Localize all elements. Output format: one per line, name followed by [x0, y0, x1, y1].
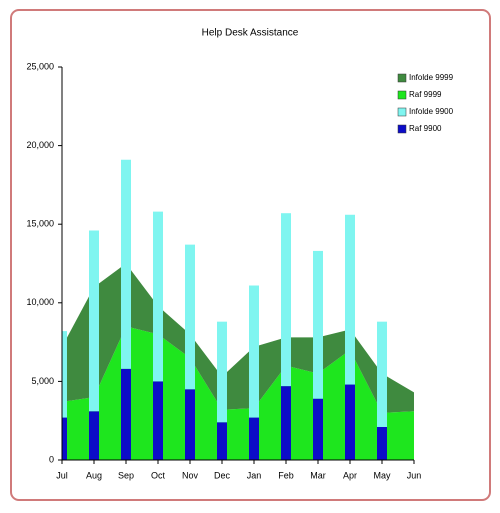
legend-swatch	[397, 73, 407, 83]
legend-label: Raf 9999	[409, 90, 442, 99]
bar	[153, 381, 163, 460]
y-tick-label: 20,000	[26, 140, 54, 150]
chart-title: Help Desk Assistance	[202, 28, 299, 39]
x-tick-label: Mar	[310, 470, 326, 480]
bar	[185, 244, 195, 390]
bar	[89, 411, 99, 460]
bar	[121, 159, 131, 369]
plot-area	[62, 159, 414, 460]
bar	[249, 285, 259, 418]
legend-swatch	[397, 90, 407, 100]
x-tick-label: Dec	[214, 470, 231, 480]
y-tick-label: 10,000	[26, 297, 54, 307]
x-tick-label: Jun	[407, 470, 422, 480]
legend-swatch	[397, 107, 407, 117]
bar	[153, 211, 163, 382]
x-tick-label: May	[373, 470, 391, 480]
bar	[62, 331, 67, 418]
x-tick-label: Nov	[182, 470, 199, 480]
bar	[377, 426, 387, 460]
area	[62, 263, 414, 413]
bar	[281, 386, 291, 460]
bar	[345, 384, 355, 460]
legend-label: Raf 9900	[409, 124, 442, 133]
bar	[121, 368, 131, 460]
area	[62, 326, 414, 460]
x-tick-label: Aug	[86, 470, 102, 480]
bar	[313, 398, 323, 460]
bar	[217, 422, 227, 460]
y-tick-label: 25,000	[26, 61, 54, 71]
x-tick-label: Jul	[56, 470, 68, 480]
x-tick-label: Apr	[343, 470, 357, 480]
bar	[217, 321, 227, 423]
y-tick-label: 15,000	[26, 219, 54, 229]
legend-label: Infolde 9999	[409, 73, 454, 82]
bar	[345, 214, 355, 385]
bar	[89, 230, 99, 412]
legend-swatch	[397, 124, 407, 134]
bar	[313, 250, 323, 399]
y-tick-label: 5,000	[31, 376, 54, 386]
legend-label: Infolde 9900	[409, 107, 454, 116]
bar	[249, 417, 259, 460]
bar	[281, 213, 291, 387]
x-tick-label: Jan	[247, 470, 262, 480]
y-tick-label: 0	[49, 454, 54, 464]
bar	[62, 417, 67, 460]
x-tick-label: Sep	[118, 470, 134, 480]
bar	[377, 321, 387, 427]
bar	[185, 389, 195, 460]
x-tick-label: Oct	[151, 470, 166, 480]
x-tick-label: Feb	[278, 470, 294, 480]
